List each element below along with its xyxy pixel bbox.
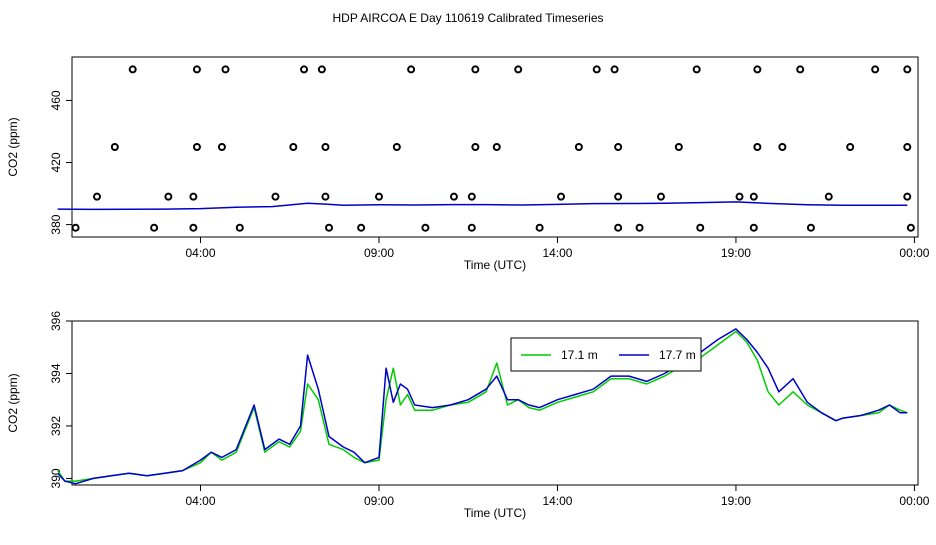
scatter-point-59 <box>906 223 915 232</box>
scatter-point-28 <box>846 143 855 151</box>
scatter-point-18 <box>289 143 298 151</box>
x-axis-label: Time (UTC) <box>464 506 526 520</box>
x-axis-label: Time (UTC) <box>464 258 526 272</box>
scatter-point-29 <box>903 143 912 151</box>
scatter-point-37 <box>467 192 476 201</box>
scatter-point-22 <box>492 143 501 151</box>
scatter-point-12 <box>796 65 805 74</box>
scatter-point-30 <box>92 192 101 201</box>
scatter-point-45 <box>71 223 80 232</box>
scatter-point-25 <box>674 143 683 151</box>
series-line-1 <box>57 201 908 211</box>
scatter-point-19 <box>321 143 330 151</box>
x-tick-label-0: 04:00 <box>185 494 215 508</box>
scatter-point-23 <box>574 143 583 151</box>
x-tick-label-1: 09:00 <box>364 246 394 260</box>
x-tick-label-4: 00:00 <box>899 246 929 260</box>
y-tick-label-2: 394 <box>49 363 63 383</box>
scatter-point-20 <box>392 143 401 151</box>
scatter-point-26 <box>753 143 762 151</box>
x-tick-label-3: 19:00 <box>721 494 751 508</box>
scatter-point-4 <box>317 65 326 74</box>
scatter-point-52 <box>467 223 476 232</box>
scatter-point-21 <box>471 143 480 151</box>
x-tick-label-4: 00:00 <box>899 494 929 508</box>
y-tick-label-2: 460 <box>49 90 63 110</box>
scatter-point-40 <box>656 192 665 201</box>
scatter-point-39 <box>614 192 623 201</box>
scatter-point-47 <box>189 223 198 232</box>
scatter-point-10 <box>692 65 701 74</box>
y-tick-label-0: 380 <box>49 214 63 234</box>
scatter-point-15 <box>110 143 119 151</box>
scatter-point-33 <box>271 192 280 201</box>
scatter-point-11 <box>753 65 762 74</box>
scatter-point-3 <box>300 65 309 74</box>
legend: 17.1 m 17.7 m <box>510 337 702 372</box>
scatter-point-55 <box>635 223 644 232</box>
scatter-point-36 <box>449 192 458 201</box>
scatter-point-49 <box>325 223 334 232</box>
scatter-point-58 <box>806 223 815 232</box>
y-tick-label-0: 390 <box>49 468 63 488</box>
y-tick-label-1: 392 <box>49 416 63 436</box>
y-axis-label: CO2 (ppm) <box>6 373 20 432</box>
scatter-point-57 <box>749 223 758 232</box>
x-tick-label-2: 14:00 <box>542 246 572 260</box>
scatter-point-0 <box>128 65 137 74</box>
x-tick-label-3: 19:00 <box>721 246 751 260</box>
scatter-point-44 <box>903 192 912 201</box>
scatter-point-48 <box>235 223 244 232</box>
series-line-1 <box>57 330 908 482</box>
scatter-point-24 <box>614 143 623 151</box>
legend-label-1: 17.1 m <box>561 348 598 362</box>
scatter-point-43 <box>824 192 833 201</box>
scatter-point-27 <box>778 143 787 151</box>
scatter-point-54 <box>614 223 623 232</box>
chart-panel-1: 04:00 09:00 14:00 19:00 00:00 380 420 460 Time (… <box>6 56 930 272</box>
y-tick-label-1: 420 <box>49 152 63 172</box>
figure-title: HDP AIRCOA E Day 110619 Calibrated Times… <box>332 11 603 25</box>
chart-panel-2: 04:00 09:00 14:00 19:00 00:00 390 392 394 396 Tim… <box>6 311 930 520</box>
scatter-point-9 <box>610 65 619 74</box>
scatter-point-56 <box>696 223 705 232</box>
plot-frame <box>71 56 919 238</box>
scatter-point-7 <box>514 65 523 74</box>
scatter-point-34 <box>321 192 330 201</box>
scatter-point-1 <box>192 65 201 74</box>
scatter-point-5 <box>407 65 416 74</box>
scatter-point-32 <box>189 192 198 201</box>
y-tick-label-3: 396 <box>49 311 63 331</box>
scatter-point-50 <box>357 223 366 232</box>
scatter-point-53 <box>535 223 544 232</box>
scatter-point-38 <box>557 192 566 201</box>
scatter-point-41 <box>735 192 744 201</box>
x-tick-label-0: 04:00 <box>185 246 215 260</box>
scatter-point-14 <box>903 65 912 74</box>
scatter-point-6 <box>471 65 480 74</box>
plot-frame <box>71 320 919 486</box>
scatter-point-46 <box>150 223 159 232</box>
legend-label-2: 17.7 m <box>659 348 696 362</box>
scatter-point-2 <box>221 65 230 74</box>
scatter-point-16 <box>192 143 201 151</box>
y-axis-label: CO2 (ppm) <box>6 117 20 176</box>
x-tick-label-1: 09:00 <box>364 494 394 508</box>
scatter-point-8 <box>592 65 601 74</box>
series-line-2 <box>57 328 908 485</box>
x-tick-label-2: 14:00 <box>542 494 572 508</box>
scatter-point-17 <box>217 143 226 151</box>
scatter-point-35 <box>374 192 383 201</box>
scatter-point-42 <box>749 192 758 201</box>
scatter-point-13 <box>871 65 880 74</box>
scatter-point-51 <box>421 223 430 232</box>
scatter-point-31 <box>164 192 173 201</box>
